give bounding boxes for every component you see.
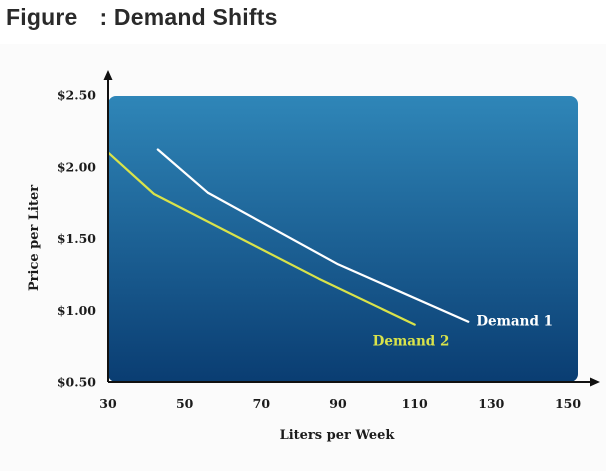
x-tick-label: 50 <box>176 396 194 411</box>
x-tick-label: 90 <box>329 396 347 411</box>
figure-word: Figure <box>6 4 78 30</box>
series-label-demand-1: Demand 1 <box>476 314 553 330</box>
figure-title-text: : Demand Shifts <box>99 4 278 30</box>
y-tick-label: $2.50 <box>57 88 96 103</box>
x-tick-labels: 30 50 70 90 110 130 150 <box>99 396 581 411</box>
x-tick-label: 130 <box>478 396 504 411</box>
series-label-demand-2: Demand 2 <box>373 334 450 350</box>
y-tick-label: $1.00 <box>57 303 96 318</box>
y-tick-labels: $0.50 $1.00 $1.50 $2.00 $2.50 <box>57 88 96 390</box>
x-tick-label: 150 <box>555 396 581 411</box>
axis-layer <box>103 70 600 387</box>
x-tick-label: 110 <box>402 396 428 411</box>
y-tick-label: $0.50 <box>57 375 96 390</box>
demand-shift-chart: $0.50 $1.00 $1.50 $2.00 $2.50 30 50 70 90 110 130… <box>27 70 600 443</box>
chart-frame: $0.50 $1.00 $1.50 $2.00 $2.50 30 50 70 90 110 130… <box>0 44 606 471</box>
figure-title: Figure : Demand Shifts <box>6 4 278 31</box>
x-tick-label: 70 <box>253 396 271 411</box>
y-axis-arrow <box>103 70 113 80</box>
series-layer <box>106 148 470 326</box>
plot-background <box>108 96 578 382</box>
x-axis-arrow <box>590 377 600 387</box>
series-labels: Demand 1 Demand 2 <box>373 314 553 350</box>
x-axis-label: Liters per Week <box>280 428 396 443</box>
y-tick-label: $2.00 <box>57 159 96 174</box>
x-tick-label: 30 <box>99 396 117 411</box>
y-tick-label: $1.50 <box>57 231 96 246</box>
series-line-demand-2 <box>106 151 416 326</box>
series-line-demand-1 <box>156 148 470 323</box>
y-axis-label: Price per Liter <box>27 185 42 291</box>
